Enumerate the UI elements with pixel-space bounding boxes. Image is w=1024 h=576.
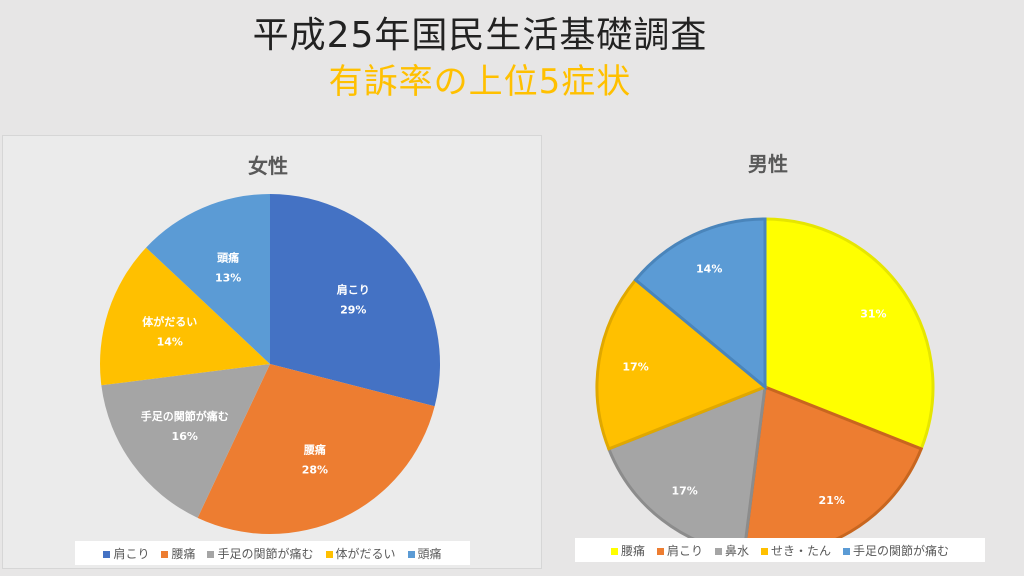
pie-slice[interactable] <box>197 364 435 535</box>
legend-item: せき・たん <box>761 542 831 559</box>
male-legend: 腰痛 肩こり 鼻水 せき・たん 手足の関節が痛む <box>575 538 985 562</box>
data-label: 14% <box>696 262 722 275</box>
legend-label: せき・たん <box>771 543 832 558</box>
legend-swatch <box>761 547 768 555</box>
subtitle: 有訴率の上位5症状 <box>328 62 632 102</box>
legend-item: 手足の関節が痛む <box>843 542 949 559</box>
pie-slice[interactable] <box>763 217 935 451</box>
legend-label: 頭痛 <box>417 546 442 561</box>
legend-label: 体がだるい <box>335 546 396 561</box>
legend-swatch <box>207 550 215 558</box>
legend-label: 鼻水 <box>724 543 749 558</box>
data-label: 体がだるい 14% <box>142 314 197 348</box>
legend-label: 手足の関節が痛む <box>217 546 314 561</box>
legend-swatch <box>843 547 851 555</box>
legend-item: 腰痛 <box>610 542 645 559</box>
legend-swatch <box>103 550 111 558</box>
legend-swatch <box>610 547 618 555</box>
pie-slice[interactable] <box>146 194 270 364</box>
data-label: 17% <box>622 361 648 374</box>
legend-swatch <box>714 547 722 555</box>
legend-item: 肩こり <box>656 542 703 559</box>
legend-swatch <box>325 550 333 558</box>
legend-label: 腰痛 <box>620 543 645 558</box>
legend-label: 手足の関節が痛む <box>853 543 950 558</box>
legend-label: 肩こり <box>666 543 703 558</box>
data-label: 腰痛 28% <box>302 442 328 476</box>
legend-item: 頭痛 <box>407 545 442 562</box>
legend-swatch <box>407 550 415 558</box>
legend-swatch <box>656 547 664 555</box>
data-label: 31% <box>860 307 886 320</box>
legend-item: 鼻水 <box>714 542 749 559</box>
data-label: 手足の関節が痛む 16% <box>141 409 229 443</box>
pie-slice[interactable] <box>270 194 441 407</box>
male-chart-title: 男性 <box>748 152 788 176</box>
data-label: 肩こり 29% <box>337 282 370 316</box>
data-label: 17% <box>672 485 698 498</box>
pie-slice[interactable] <box>101 364 270 518</box>
pie-slice[interactable] <box>633 217 767 391</box>
legend-label: 肩こり <box>113 546 150 561</box>
female-chart-title: 女性 <box>248 154 288 178</box>
data-label: 頭痛 13% <box>215 250 241 284</box>
female-legend: 肩こり 腰痛 手足の関節が痛む 体がだるい 頭痛 <box>75 541 470 565</box>
legend-item: 腰痛 <box>161 545 195 562</box>
legend-swatch <box>161 550 169 558</box>
main-title: 平成25年国民生活基礎調査 <box>252 15 708 56</box>
pie-slice[interactable] <box>595 277 768 451</box>
legend-label: 腰痛 <box>171 546 196 561</box>
legend-item: 体がだるい <box>325 545 396 562</box>
pie-slice[interactable] <box>100 247 271 386</box>
data-label: 21% <box>819 494 845 507</box>
legend-item: 肩こり <box>103 545 149 562</box>
legend-item: 手足の関節が痛む <box>207 545 314 562</box>
